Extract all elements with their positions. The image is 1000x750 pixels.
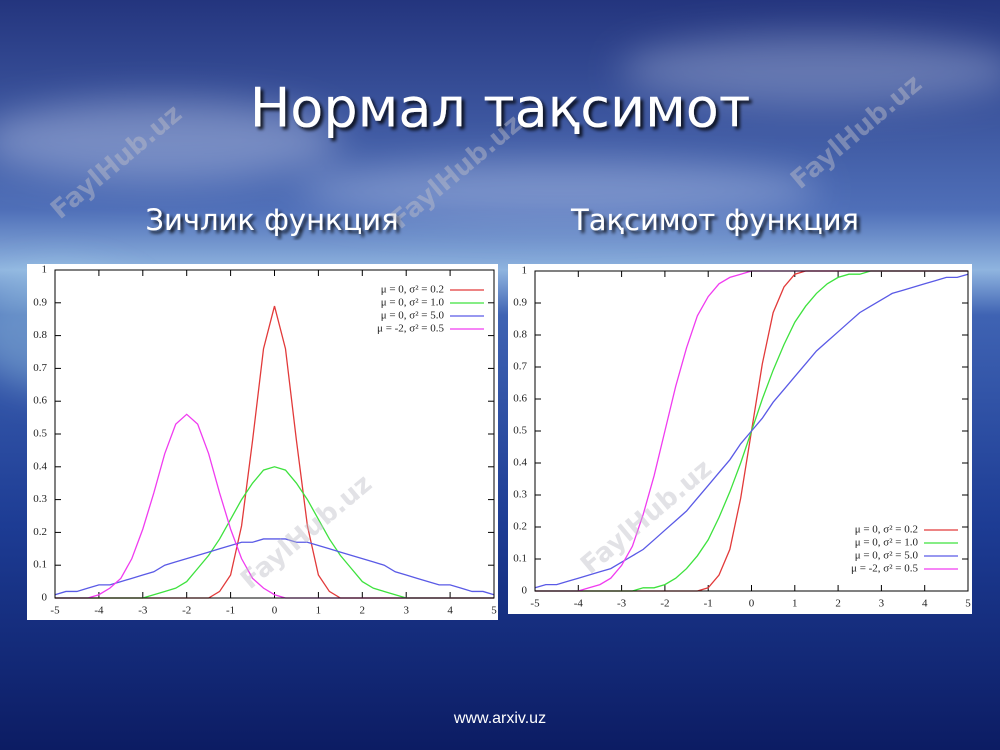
legend-label: μ = 0, σ² = 1.0: [855, 537, 919, 549]
y-tick-label: 0.3: [33, 493, 47, 505]
y-tick-label: 0.7: [33, 362, 47, 374]
legend-label: μ = 0, σ² = 0.2: [381, 284, 444, 296]
y-tick-label: 0.4: [33, 460, 47, 472]
y-tick-label: 0.5: [33, 428, 47, 440]
x-tick-label: -5: [50, 605, 60, 617]
x-tick-label: 0: [272, 605, 278, 617]
y-tick-label: 1: [522, 265, 528, 277]
chart-title: Тақсимот функция: [570, 203, 859, 237]
y-tick-label: 0.9: [513, 297, 527, 309]
x-tick-label: 5: [491, 605, 497, 617]
x-tick-label: 5: [965, 598, 971, 610]
plot-border: [534, 270, 969, 592]
x-tick-label: -5: [530, 598, 540, 610]
x-tick-label: 2: [360, 605, 366, 617]
charts: 0 0.1 0.2 0.3 0.4 0.5 0.6 0.7 0.8 0.9 1 -5 -4 -3 -2 -1 0…: [27, 264, 972, 620]
legend-label: μ = 0, σ² = 0.2: [855, 524, 918, 536]
footer: www.arxiv.uz: [453, 710, 546, 727]
chart-title: Зичлик функция: [145, 203, 398, 237]
legend-label: μ = 0, σ² = 5.0: [855, 550, 919, 562]
legend-label: μ = -2, σ² = 0.5: [377, 323, 444, 335]
chart: 0 0.1 0.2 0.3 0.4 0.5 0.6 0.7 0.8 0.9 1 -5 -4 -3 -2 -1 0…: [508, 264, 972, 614]
y-tick-label: 0.5: [513, 425, 527, 437]
legend-label: μ = 0, σ² = 1.0: [381, 297, 445, 309]
y-tick-label: 0.8: [33, 329, 47, 341]
chart-background: [27, 264, 498, 620]
y-tick-label: 0.6: [513, 393, 527, 405]
x-tick-label: -2: [182, 605, 191, 617]
legend-label: μ = -2, σ² = 0.5: [851, 563, 918, 575]
x-tick-label: 1: [792, 598, 798, 610]
plot-border: [54, 269, 495, 599]
y-tick-label: 1: [42, 264, 48, 276]
x-tick-label: 3: [879, 598, 885, 610]
y-tick-label: 0.3: [513, 489, 527, 501]
x-tick-label: 4: [447, 605, 453, 617]
y-tick-label: 0.8: [513, 329, 527, 341]
x-tick-label: -4: [574, 598, 584, 610]
x-tick-label: -3: [617, 598, 627, 610]
x-tick-label: 1: [316, 605, 322, 617]
chart-background: [508, 264, 972, 614]
series-line: [534, 273, 969, 589]
legend-label: μ = 0, σ² = 5.0: [381, 310, 445, 322]
x-tick-label: 4: [922, 598, 928, 610]
y-tick-label: 0.2: [33, 526, 47, 538]
x-tick-label: 3: [403, 605, 409, 617]
x-tick-label: -4: [94, 605, 104, 617]
y-tick-label: 0.9: [33, 296, 47, 308]
y-tick-label: 0.6: [33, 395, 47, 407]
x-tick-label: -2: [660, 598, 669, 610]
chart: 0 0.1 0.2 0.3 0.4 0.5 0.6 0.7 0.8 0.9 1 -5 -4 -3 -2 -1 0…: [27, 264, 498, 620]
y-tick-label: 0: [42, 592, 48, 604]
x-tick-label: 2: [835, 598, 841, 610]
y-tick-label: 0.1: [513, 553, 527, 565]
slide-title: Нормал тақсимот: [250, 77, 751, 140]
y-tick-label: 0.1: [33, 559, 47, 571]
x-tick-label: 0: [749, 598, 755, 610]
y-tick-label: 0.7: [513, 361, 527, 373]
y-tick-label: 0.2: [513, 521, 527, 533]
x-tick-label: -1: [704, 598, 713, 610]
x-tick-label: -3: [138, 605, 148, 617]
y-tick-label: 0.4: [513, 457, 527, 469]
y-tick-label: 0: [522, 585, 528, 597]
series-line: [54, 538, 495, 596]
x-tick-label: -1: [226, 605, 235, 617]
